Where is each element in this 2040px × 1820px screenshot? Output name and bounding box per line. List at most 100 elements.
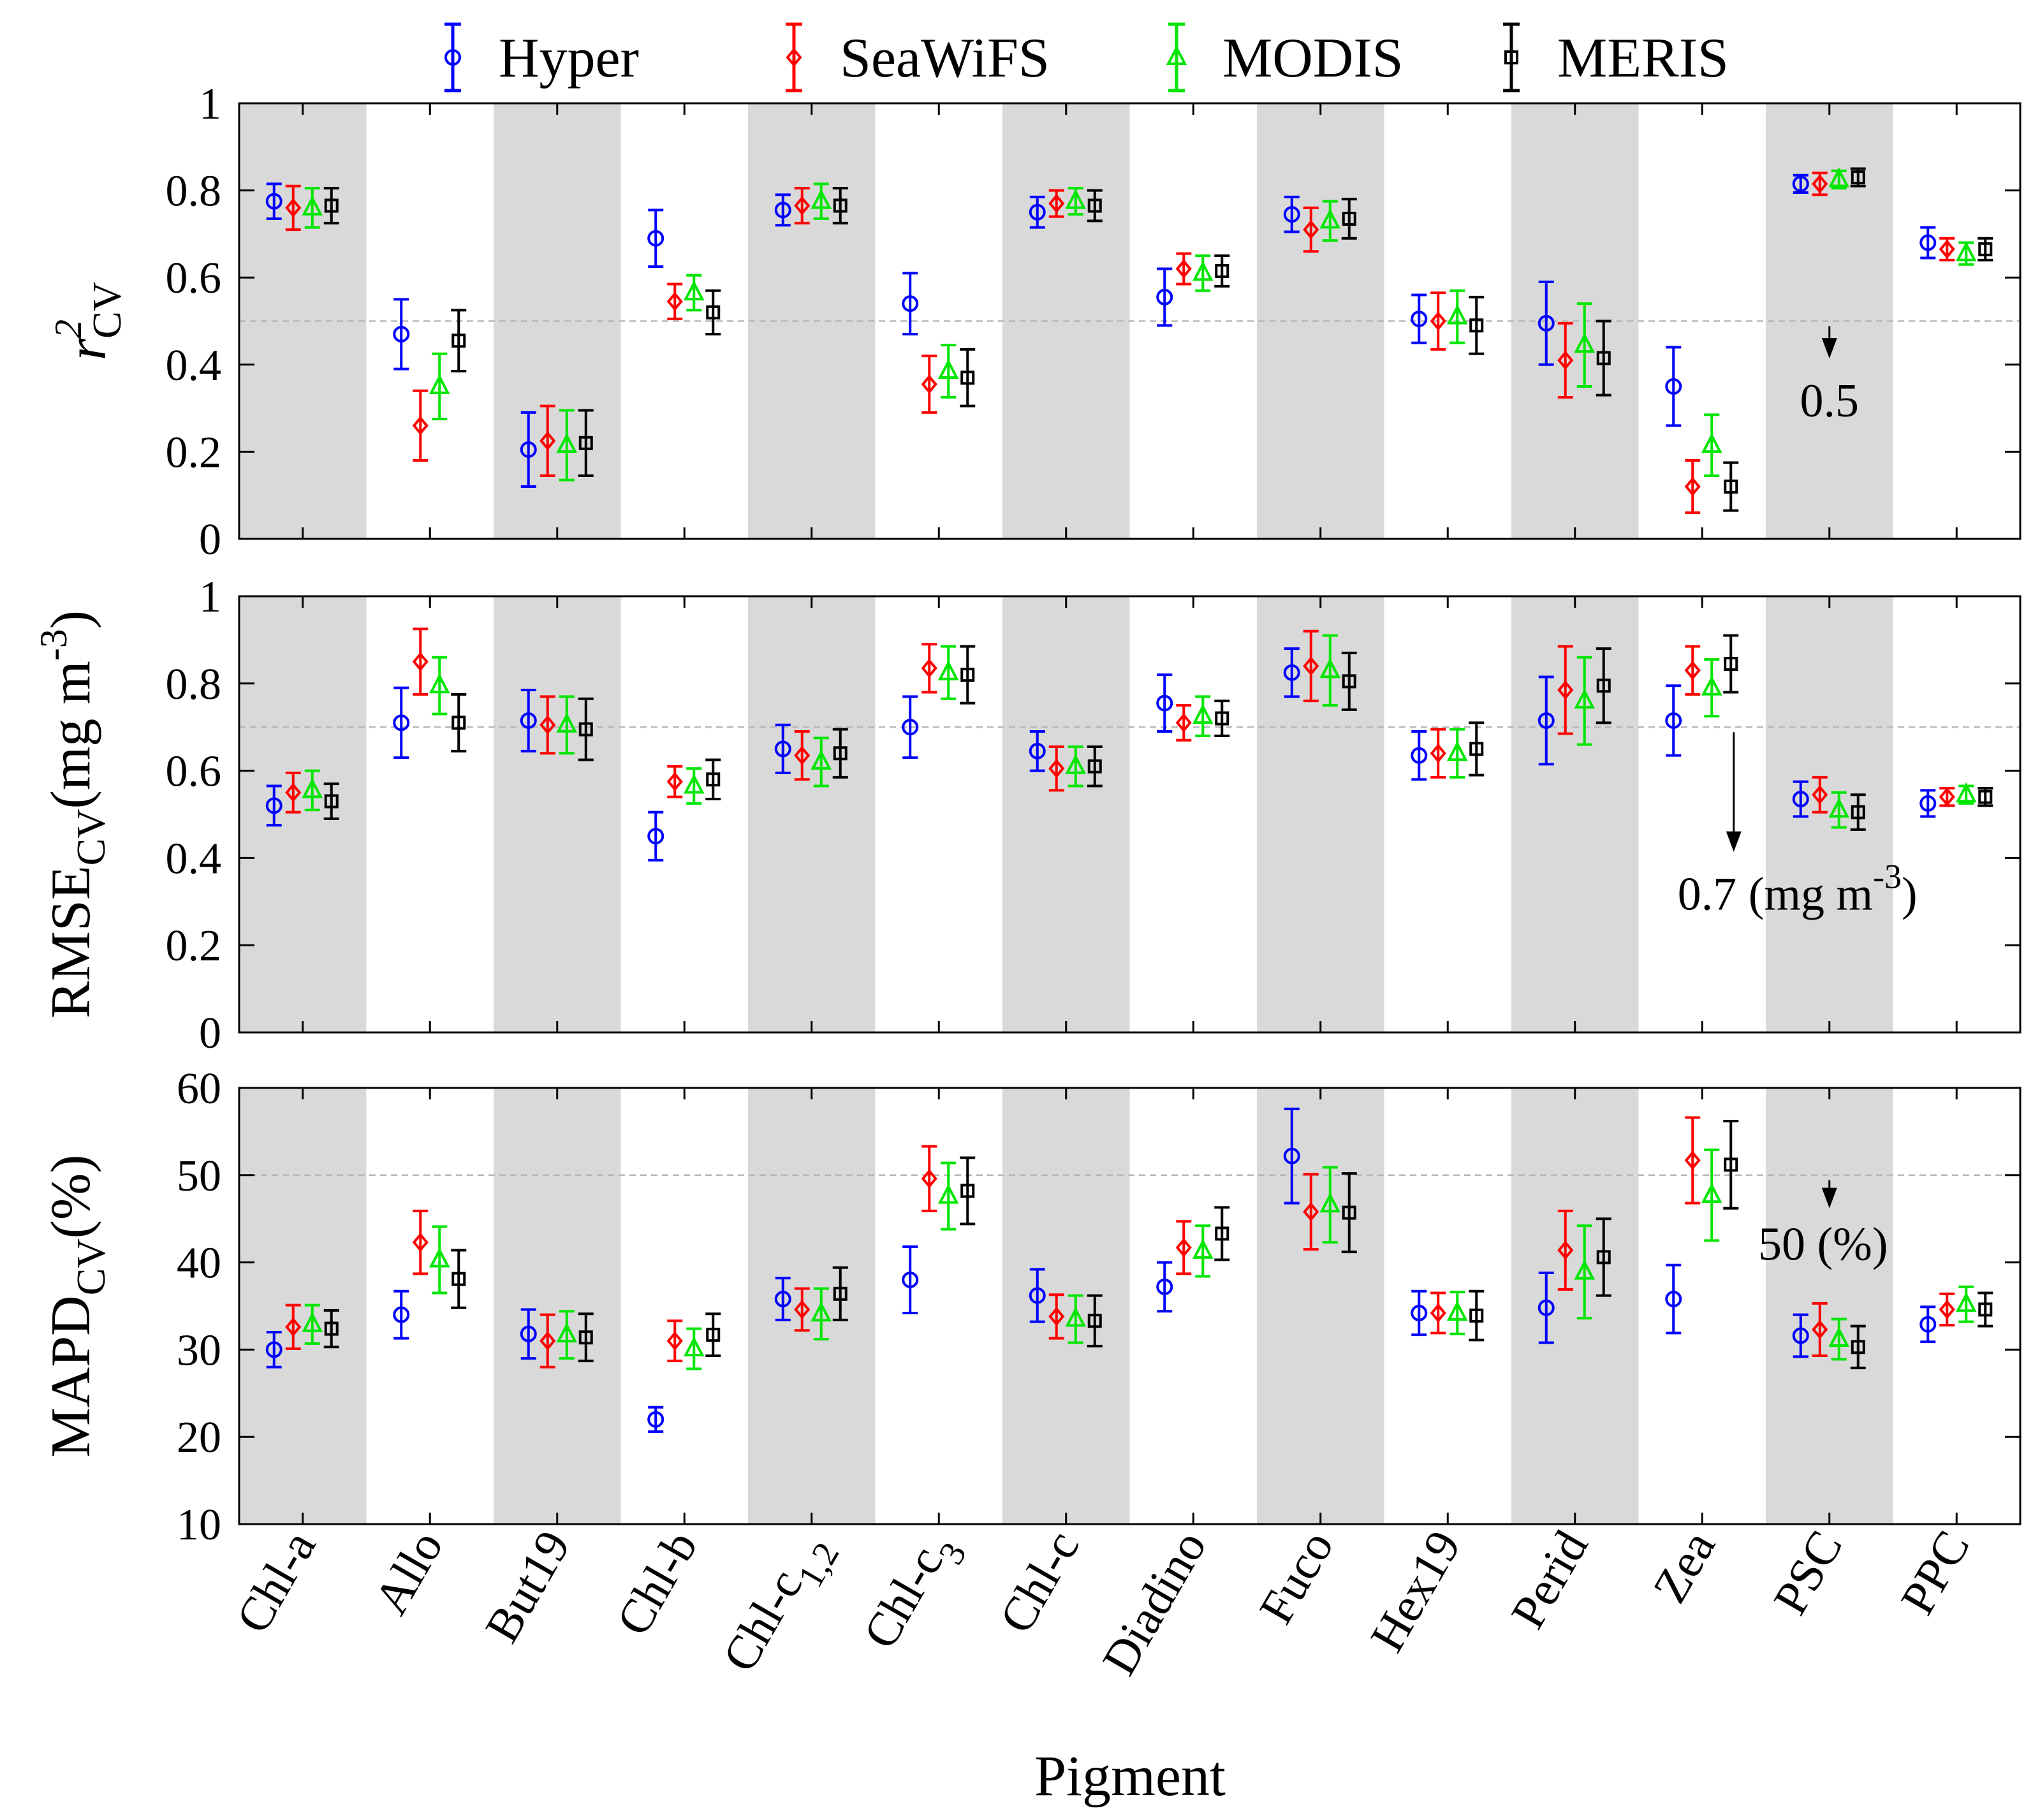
marker-circle xyxy=(1537,314,1555,332)
y-axis-label: MAPDCV(%) xyxy=(40,1154,114,1457)
x-category-label: Chl-b xyxy=(606,1522,708,1645)
y-tick-label: 0.6 xyxy=(166,254,222,303)
x-category-labels: Chl-a Allo But19 Chl-b Chl-c1,2 Chl-c3 Chl-c Di… xyxy=(226,1522,1980,1688)
marker-triangle xyxy=(1192,703,1214,724)
marker-diamond xyxy=(1430,311,1446,331)
threshold-annotation: 0.7 (mg m-3) xyxy=(1678,732,1918,921)
marker-triangle xyxy=(429,374,450,394)
marker-square xyxy=(1215,711,1229,726)
data-point-allo xyxy=(393,1289,410,1340)
series-meris xyxy=(323,167,1993,512)
shaded-band xyxy=(1257,596,1384,1032)
data-point-ppc xyxy=(1939,786,1955,807)
marker-square xyxy=(1596,351,1611,365)
data-point-chl-a xyxy=(285,184,302,231)
series-modis xyxy=(302,1149,1977,1370)
y-axis-label-suffix-sup: -3 xyxy=(33,629,75,661)
data-point-psc xyxy=(1828,1317,1850,1361)
x-category-label-base: Hex19 xyxy=(1360,1522,1471,1661)
marker-circle xyxy=(902,1271,919,1288)
data-point-diadino xyxy=(1156,1261,1173,1313)
marker-circle xyxy=(1029,203,1046,221)
x-category-label-base: PPC xyxy=(1891,1522,1980,1624)
x-category-label: Chl-c xyxy=(989,1522,1089,1642)
annotation-text-main: 0.5 xyxy=(1800,375,1860,427)
data-point-allo xyxy=(393,298,410,371)
data-point-chl-c1-2 xyxy=(794,1287,811,1332)
data-point-perid xyxy=(1574,1224,1596,1320)
x-category-label: Chl-a xyxy=(226,1522,326,1642)
data-point-but19 xyxy=(556,695,578,755)
data-point-zea xyxy=(1701,658,1722,718)
marker-triangle xyxy=(1574,332,1596,353)
marker-circle xyxy=(774,1291,791,1308)
data-point-chl-b xyxy=(666,283,683,321)
marker-circle xyxy=(1919,234,1937,251)
marker-square xyxy=(960,668,975,682)
data-point-chl-a xyxy=(302,769,323,812)
shaded-band xyxy=(494,596,621,1032)
marker-triangle xyxy=(1065,1307,1087,1327)
data-point-fuco xyxy=(1283,1107,1300,1205)
data-point-diadino xyxy=(1192,254,1214,292)
shaded-band xyxy=(1257,1088,1384,1524)
marker-triangle xyxy=(302,1312,323,1332)
x-category-label: Chl-c1,2 xyxy=(712,1522,847,1688)
data-point-perid xyxy=(1596,1217,1611,1297)
marker-triangle xyxy=(811,749,832,770)
data-point-chl-a xyxy=(323,782,339,820)
data-point-diadino xyxy=(1156,673,1173,733)
y-tick-label: 0 xyxy=(199,1009,221,1058)
marker-square xyxy=(706,1328,721,1342)
threshold-annotation: 0.5 xyxy=(1800,326,1860,427)
marker-diamond xyxy=(1175,1238,1192,1258)
marker-circle xyxy=(1029,742,1046,760)
x-category-label-base: But19 xyxy=(475,1522,581,1652)
shaded-band xyxy=(1257,103,1384,539)
y-tick-label: 40 xyxy=(177,1239,221,1288)
data-point-allo xyxy=(451,1249,467,1309)
marker-triangle xyxy=(302,778,323,798)
marker-square xyxy=(451,716,466,730)
x-category-label-base: PSC xyxy=(1763,1522,1853,1624)
data-point-perid xyxy=(1557,645,1574,735)
marker-triangle xyxy=(302,195,323,216)
data-point-but19 xyxy=(539,695,556,755)
marker-triangle xyxy=(1828,167,1850,187)
marker-triangle xyxy=(556,432,578,453)
marker-circle xyxy=(1919,795,1937,812)
x-category-label: Allo xyxy=(364,1522,453,1624)
data-point-chl-c1-2 xyxy=(774,1277,791,1321)
marker-diamond xyxy=(921,374,937,394)
x-category-label-base: Fuco xyxy=(1249,1522,1344,1633)
marker-diamond xyxy=(1048,193,1065,214)
series-seawifs xyxy=(285,1116,1955,1369)
data-point-fuco xyxy=(1319,634,1341,707)
data-point-chl-b xyxy=(647,209,664,268)
data-point-hex19 xyxy=(1411,730,1428,781)
panels: 00.20.40.60.81r2CV0.500.20.40.60.81RMSEC… xyxy=(33,80,2022,1550)
marker-triangle xyxy=(683,1336,705,1357)
data-point-chl-c3 xyxy=(937,344,959,399)
marker-square xyxy=(1596,1250,1611,1265)
data-point-diadino xyxy=(1214,700,1230,737)
marker-diamond xyxy=(1175,259,1192,279)
marker-diamond xyxy=(1303,1202,1319,1222)
shaded-band xyxy=(239,1088,367,1524)
x-category-label: Chl-c3 xyxy=(853,1522,974,1664)
data-point-chl-c1-2 xyxy=(811,737,832,788)
annotation-text: 0.7 (mg m-3) xyxy=(1678,858,1918,921)
x-category-label: PSC xyxy=(1763,1522,1853,1624)
data-point-ppc xyxy=(1919,1305,1937,1344)
marker-diamond xyxy=(794,745,811,765)
marker-square xyxy=(1469,742,1484,756)
annotation-text-main: 0.7 (mg m xyxy=(1678,869,1873,921)
marker-square xyxy=(1215,1226,1229,1241)
marker-square xyxy=(578,722,593,737)
shaded-band xyxy=(1766,103,1893,539)
data-point-perid xyxy=(1557,1209,1574,1291)
data-point-perid xyxy=(1574,302,1596,388)
data-point-diadino xyxy=(1175,1220,1192,1275)
marker-circle xyxy=(1665,1291,1682,1308)
annotation-text-sup: -3 xyxy=(1873,858,1902,896)
